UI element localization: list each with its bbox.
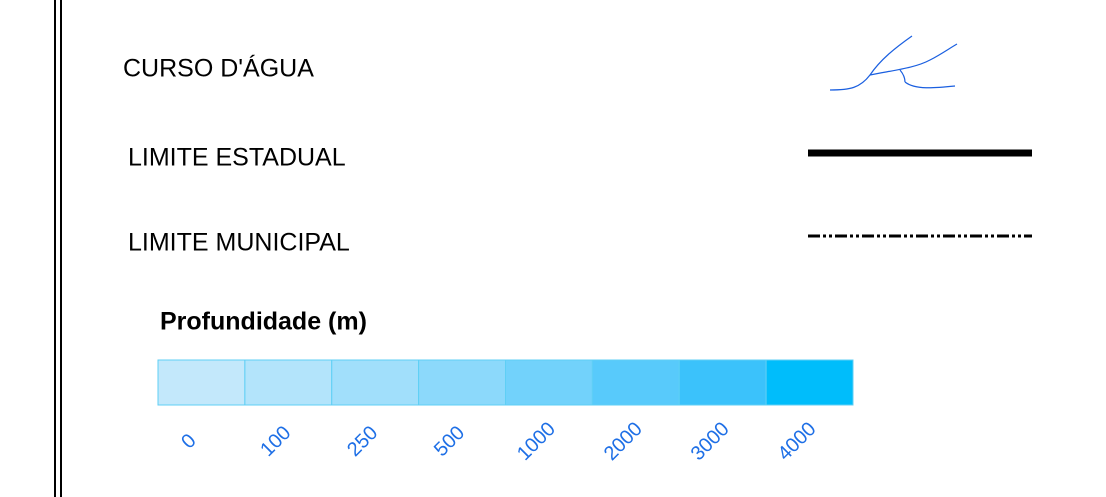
depth-swatch xyxy=(765,359,854,406)
depth-label: 250 xyxy=(343,422,382,461)
legend-label: CURSO D'ÁGUA xyxy=(123,54,314,83)
depth-label: 500 xyxy=(430,422,469,461)
depth-title: Profundidade (m) xyxy=(160,308,367,336)
depth-label: 1000 xyxy=(513,418,560,465)
depth-swatch xyxy=(678,359,767,406)
depth-swatch xyxy=(157,359,246,406)
depth-label: 0 xyxy=(177,430,200,453)
depth-label: 4000 xyxy=(774,418,821,465)
depth-label: 2000 xyxy=(600,418,647,465)
depth-swatch xyxy=(591,359,680,406)
legend-label: LIMITE ESTADUAL xyxy=(128,144,346,172)
depth-swatch xyxy=(505,359,593,406)
depth-swatch xyxy=(331,359,420,406)
depth-swatch xyxy=(418,359,506,406)
depth-swatch xyxy=(244,359,333,406)
stream-symbol xyxy=(829,35,958,91)
legend-label: LIMITE MUNICIPAL xyxy=(128,229,350,257)
depth-label: 3000 xyxy=(687,418,734,465)
depth-scale: 0 100 250 500 1000 2000 3000 4000 xyxy=(157,359,854,465)
depth-label: 100 xyxy=(256,422,295,461)
